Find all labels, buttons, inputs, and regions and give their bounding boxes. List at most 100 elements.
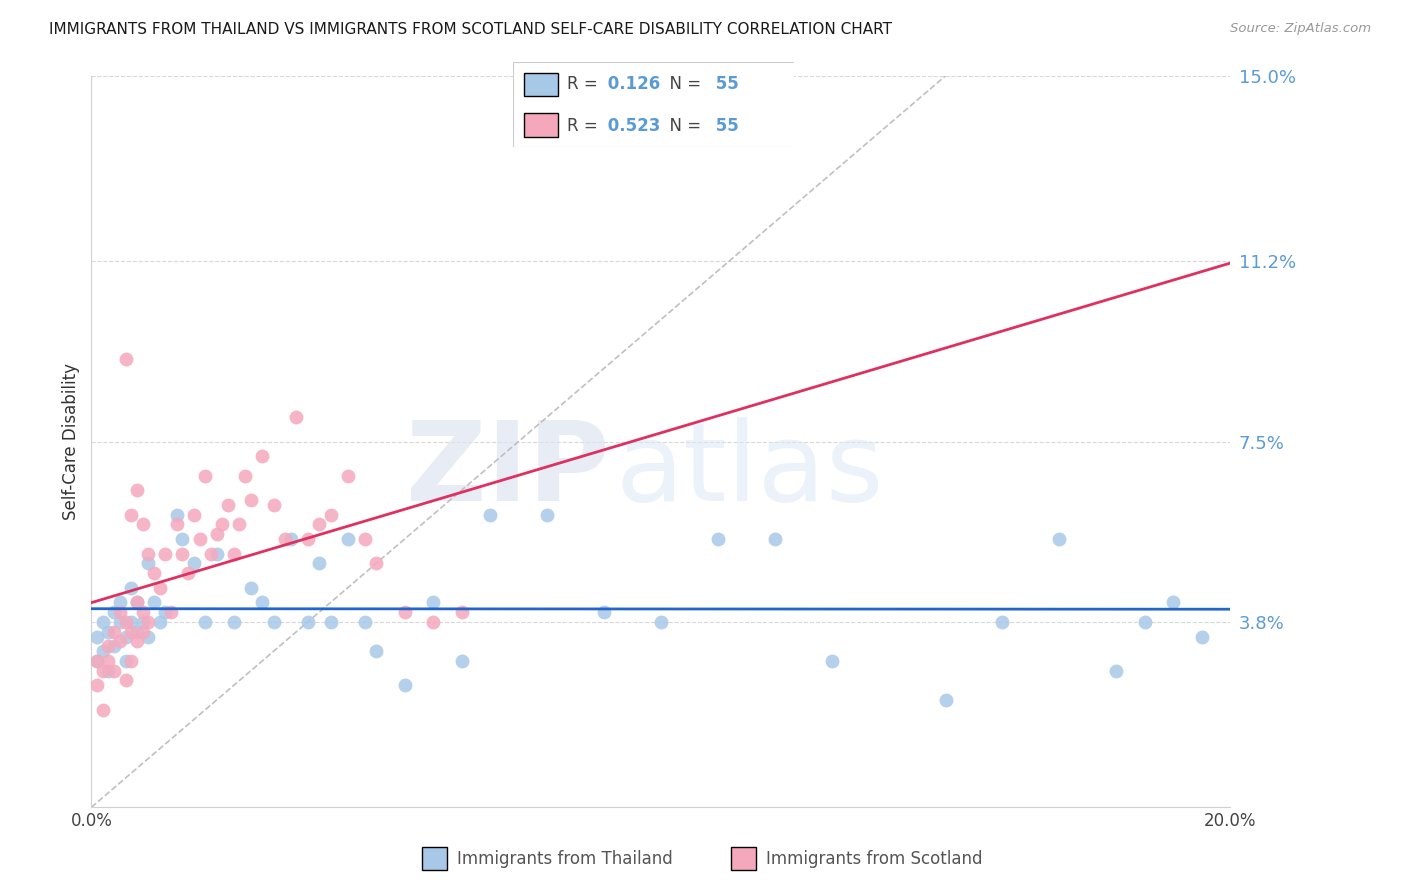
Point xyxy=(138,547,160,561)
Point xyxy=(86,654,108,668)
Point xyxy=(336,468,359,483)
Point xyxy=(91,615,114,629)
Point xyxy=(108,595,131,609)
Point xyxy=(86,678,108,692)
Point xyxy=(120,624,142,639)
Point xyxy=(217,498,239,512)
Point xyxy=(422,595,444,609)
Text: R =: R = xyxy=(567,117,603,135)
Point xyxy=(125,624,148,639)
Text: 55: 55 xyxy=(710,117,738,135)
Point xyxy=(308,557,330,571)
Text: IMMIGRANTS FROM THAILAND VS IMMIGRANTS FROM SCOTLAND SELF-CARE DISABILITY CORREL: IMMIGRANTS FROM THAILAND VS IMMIGRANTS F… xyxy=(49,22,893,37)
Point xyxy=(211,517,233,532)
Point xyxy=(1049,532,1071,546)
Point xyxy=(820,654,842,668)
Point xyxy=(422,615,444,629)
Point xyxy=(138,630,160,644)
Point xyxy=(319,615,342,629)
Text: Immigrants from Scotland: Immigrants from Scotland xyxy=(766,850,983,868)
Point xyxy=(108,615,131,629)
Text: ZIP: ZIP xyxy=(406,417,610,524)
Point xyxy=(222,547,245,561)
Point xyxy=(86,630,108,644)
Point xyxy=(250,449,273,463)
Point xyxy=(131,624,153,639)
Point xyxy=(177,566,200,581)
Point xyxy=(536,508,558,522)
Point xyxy=(125,595,148,609)
Point xyxy=(183,508,205,522)
Point xyxy=(97,624,120,639)
Point xyxy=(125,483,148,498)
Point xyxy=(222,615,245,629)
Point xyxy=(478,508,502,522)
Point xyxy=(205,527,228,541)
Point xyxy=(155,605,177,619)
Point xyxy=(114,654,136,668)
Point xyxy=(114,615,136,629)
Point xyxy=(114,630,136,644)
Point xyxy=(394,605,416,619)
Point xyxy=(1133,615,1156,629)
Point xyxy=(593,605,616,619)
Point xyxy=(364,644,387,658)
FancyBboxPatch shape xyxy=(524,113,558,137)
Point xyxy=(91,703,114,717)
Point xyxy=(91,644,114,658)
Point xyxy=(97,640,120,654)
Point xyxy=(239,581,262,595)
Text: 0.523: 0.523 xyxy=(602,117,661,135)
Point xyxy=(91,664,114,678)
Point xyxy=(1105,664,1128,678)
Point xyxy=(166,508,188,522)
Text: Immigrants from Thailand: Immigrants from Thailand xyxy=(457,850,672,868)
Point xyxy=(114,673,136,688)
Point xyxy=(228,517,250,532)
Point xyxy=(120,615,142,629)
Point xyxy=(114,351,136,366)
Point xyxy=(149,581,172,595)
Point xyxy=(991,615,1014,629)
Point xyxy=(364,557,387,571)
Point xyxy=(353,532,375,546)
Point xyxy=(263,498,285,512)
Point xyxy=(143,595,166,609)
Point xyxy=(353,615,375,629)
Point xyxy=(120,508,142,522)
Point xyxy=(319,508,342,522)
Point xyxy=(450,654,472,668)
Point xyxy=(200,547,222,561)
Point xyxy=(172,532,194,546)
Point xyxy=(172,547,194,561)
Point xyxy=(297,532,319,546)
Point xyxy=(103,624,125,639)
Point xyxy=(103,664,125,678)
Point xyxy=(1191,630,1213,644)
Point xyxy=(108,605,131,619)
Point xyxy=(194,468,217,483)
Point xyxy=(450,605,472,619)
Point xyxy=(250,595,273,609)
Point xyxy=(86,654,108,668)
Point xyxy=(239,493,262,508)
Point xyxy=(125,595,148,609)
Point xyxy=(138,557,160,571)
Point xyxy=(274,532,297,546)
Y-axis label: Self-Care Disability: Self-Care Disability xyxy=(62,363,80,520)
Point xyxy=(233,468,256,483)
Point xyxy=(650,615,672,629)
Text: N =: N = xyxy=(659,75,707,93)
Point xyxy=(336,532,359,546)
Point xyxy=(103,640,125,654)
Point xyxy=(143,566,166,581)
Point xyxy=(155,547,177,561)
Point xyxy=(97,654,120,668)
Point xyxy=(103,605,125,619)
Point xyxy=(188,532,211,546)
FancyBboxPatch shape xyxy=(524,72,558,96)
Point xyxy=(394,678,416,692)
Point xyxy=(149,615,172,629)
Point xyxy=(97,664,120,678)
Point xyxy=(160,605,183,619)
